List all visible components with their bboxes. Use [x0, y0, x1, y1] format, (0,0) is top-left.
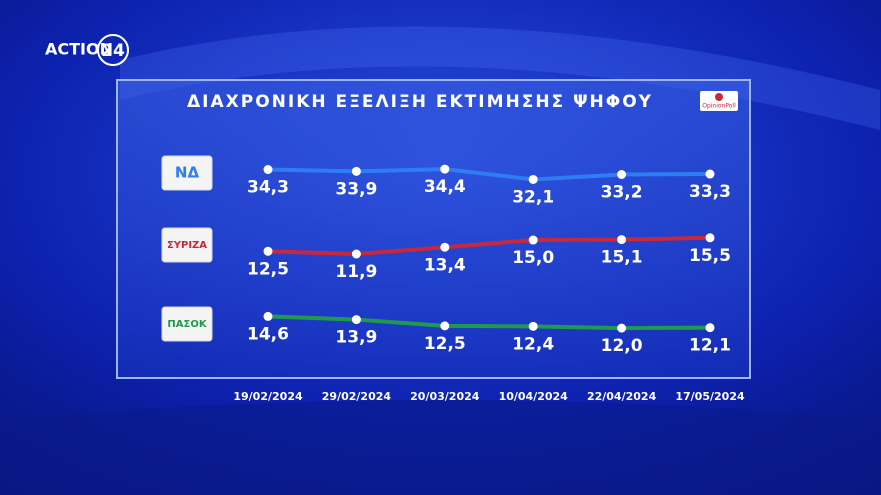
legend-label: ΣΥΡΙΖΑ [167, 240, 207, 251]
series-line [267, 167, 711, 182]
data-point [528, 235, 538, 245]
x-tick-label: 17/05/2024 [675, 390, 745, 403]
x-tick-label: 29/02/2024 [322, 390, 392, 403]
x-tick-label: 22/04/2024 [587, 390, 657, 403]
data-point [351, 166, 361, 176]
floor [0, 400, 881, 495]
data-point [263, 246, 273, 256]
data-point [705, 233, 715, 243]
source-icon [715, 93, 723, 101]
x-tick-label: 10/04/2024 [499, 390, 569, 403]
data-label: 12,0 [601, 336, 643, 356]
channel-logo: ACTION 24 [45, 34, 129, 66]
channel-ring [97, 34, 129, 66]
data-point [263, 165, 273, 175]
data-point [617, 323, 627, 333]
data-label: 15,0 [512, 248, 554, 268]
data-label: 12,5 [247, 259, 289, 279]
data-point [528, 321, 538, 331]
series-line [267, 235, 711, 256]
data-label: 11,9 [335, 262, 377, 282]
data-point [705, 169, 715, 179]
data-label: 33,9 [335, 179, 377, 199]
data-label: 33,3 [689, 182, 731, 202]
data-point [617, 170, 627, 179]
data-point [440, 242, 450, 252]
chart-title: ΔΙΑΧΡΟΝΙΚΗ ΕΞΕΛΙΞΗ ΕΚΤΙΜΗΣΗΣ ΨΗΦΟΥ [187, 92, 653, 112]
channel-name: ACTION [45, 40, 113, 59]
data-label: 12,5 [424, 334, 466, 354]
data-label: 13,9 [335, 328, 377, 348]
data-point [705, 323, 715, 333]
series-logo [161, 306, 213, 342]
data-point [617, 235, 627, 245]
source-name: OpinionPoll [702, 103, 736, 110]
data-label: 12,4 [512, 334, 554, 354]
series-logo [161, 155, 213, 191]
data-point [440, 164, 450, 174]
data-label: 13,4 [424, 255, 466, 275]
data-point [528, 174, 538, 184]
data-point [440, 321, 450, 331]
data-label: 32,1 [512, 187, 554, 207]
data-label: 12,1 [689, 336, 731, 356]
series-logo [161, 227, 213, 263]
data-label: 15,1 [601, 248, 643, 268]
data-point [351, 315, 361, 325]
swoosh [120, 26, 880, 130]
data-point [351, 249, 361, 259]
x-tick-label: 19/02/2024 [233, 390, 303, 403]
data-label: 33,2 [601, 183, 643, 203]
legend-label: ΝΔ [175, 164, 200, 182]
channel-number: 24 [101, 41, 125, 61]
legend-label: ΠΑΣΟΚ [167, 319, 207, 330]
data-label: 14,6 [247, 324, 289, 344]
data-label: 34,4 [424, 177, 466, 197]
data-label: 15,5 [689, 246, 731, 266]
data-point [263, 311, 273, 321]
x-tick-label: 20/03/2024 [410, 390, 480, 403]
series-line [267, 314, 711, 331]
data-label: 34,3 [247, 178, 289, 198]
